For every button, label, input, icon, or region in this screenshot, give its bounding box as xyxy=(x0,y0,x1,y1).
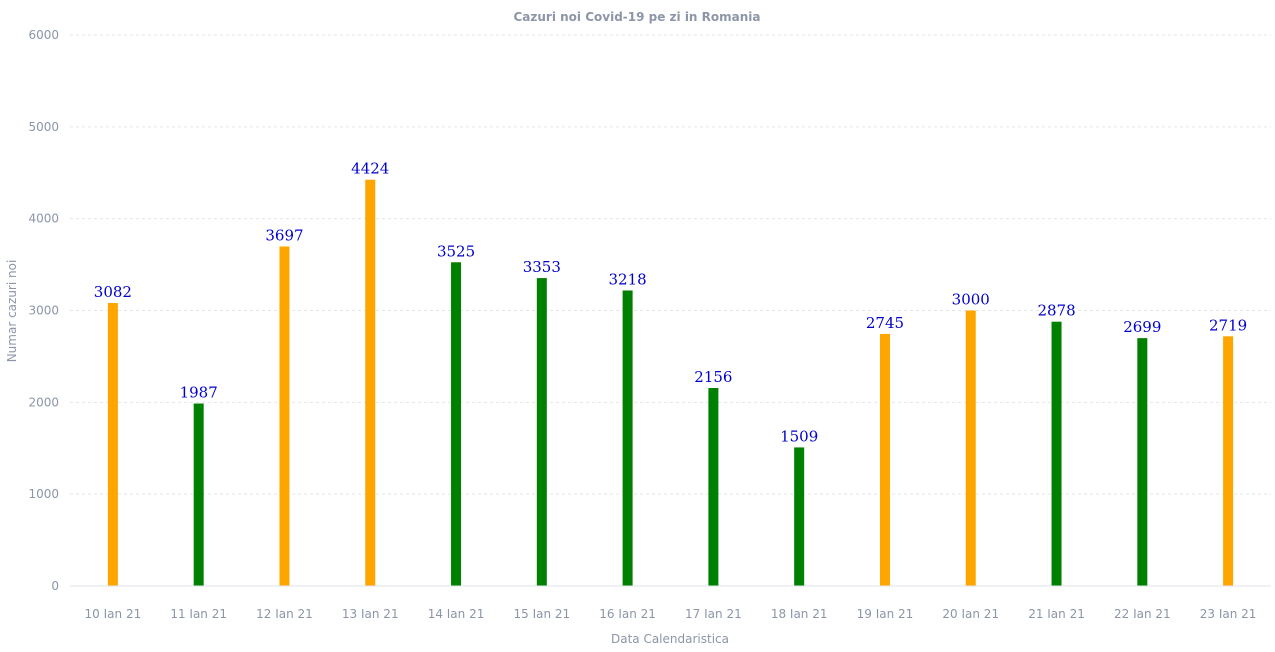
bar-value-label: 1987 xyxy=(180,384,218,402)
y-tick-label: 5000 xyxy=(28,120,59,134)
bar-value-label: 3000 xyxy=(952,291,990,309)
bar-value-label: 3525 xyxy=(437,242,475,260)
x-tick-label: 11 Ian 21 xyxy=(170,607,227,621)
bar xyxy=(965,310,976,586)
bar xyxy=(1223,336,1234,586)
y-tick-label: 3000 xyxy=(28,304,59,318)
bar xyxy=(622,290,633,586)
bar-value-label: 2156 xyxy=(694,368,732,386)
bar xyxy=(365,179,376,586)
bar xyxy=(1137,338,1148,586)
gridlines xyxy=(70,34,1271,495)
bar-value-label: 3697 xyxy=(265,226,303,244)
x-tick-label: 20 Ian 21 xyxy=(942,607,999,621)
bar-value-label: 2719 xyxy=(1209,316,1247,334)
bar-value-label: 2878 xyxy=(1037,302,1075,320)
data-labels: 3082 1987 3697 4424 3525 3353 3218 2156 1509 2745… xyxy=(94,160,1247,446)
y-axis-title: Numar cazuri noi xyxy=(5,260,19,363)
x-tick-label: 18 Ian 21 xyxy=(771,607,828,621)
x-tick-label: 22 Ian 21 xyxy=(1114,607,1171,621)
x-tick-label: 23 Ian 21 xyxy=(1200,607,1257,621)
bar xyxy=(536,278,547,586)
bar xyxy=(279,246,290,586)
bar-value-label: 3353 xyxy=(523,258,561,276)
y-tick-label: 1000 xyxy=(28,487,59,501)
bar-value-label: 1509 xyxy=(780,427,818,445)
x-tick-label: 15 Ian 21 xyxy=(513,607,570,621)
bar-value-label: 2745 xyxy=(866,314,904,332)
bar-value-label: 2699 xyxy=(1123,318,1161,336)
bars xyxy=(107,179,1234,586)
x-tick-label: 12 Ian 21 xyxy=(256,607,313,621)
y-tick-label: 6000 xyxy=(28,28,59,42)
chart-title: Cazuri noi Covid-19 pe zi in Romania xyxy=(513,10,760,24)
x-tick-label: 10 Ian 21 xyxy=(85,607,142,621)
bar xyxy=(107,302,118,586)
bar xyxy=(879,333,890,586)
bar-value-label: 3082 xyxy=(94,283,132,301)
x-tick-label: 13 Ian 21 xyxy=(342,607,399,621)
bar xyxy=(193,403,204,586)
x-tick-label: 16 Ian 21 xyxy=(599,607,656,621)
x-tick-label: 19 Ian 21 xyxy=(857,607,914,621)
bar xyxy=(708,388,719,586)
x-axis-ticks: 10 Ian 21 11 Ian 21 12 Ian 21 13 Ian 21 14 I… xyxy=(85,607,1257,621)
x-tick-label: 21 Ian 21 xyxy=(1028,607,1085,621)
bar-value-label: 4424 xyxy=(351,160,389,178)
y-tick-label: 4000 xyxy=(28,212,59,226)
y-tick-label: 2000 xyxy=(28,395,59,409)
x-tick-label: 14 Ian 21 xyxy=(428,607,485,621)
bar-value-label: 3218 xyxy=(609,270,647,288)
bar xyxy=(794,447,805,586)
bar xyxy=(1051,321,1062,586)
y-axis-ticks: 0 1000 2000 3000 4000 5000 6000 xyxy=(28,28,59,593)
bar xyxy=(451,262,462,586)
y-tick-label: 0 xyxy=(51,579,59,593)
x-tick-label: 17 Ian 21 xyxy=(685,607,742,621)
x-axis-title: Data Calendaristica xyxy=(611,632,729,646)
